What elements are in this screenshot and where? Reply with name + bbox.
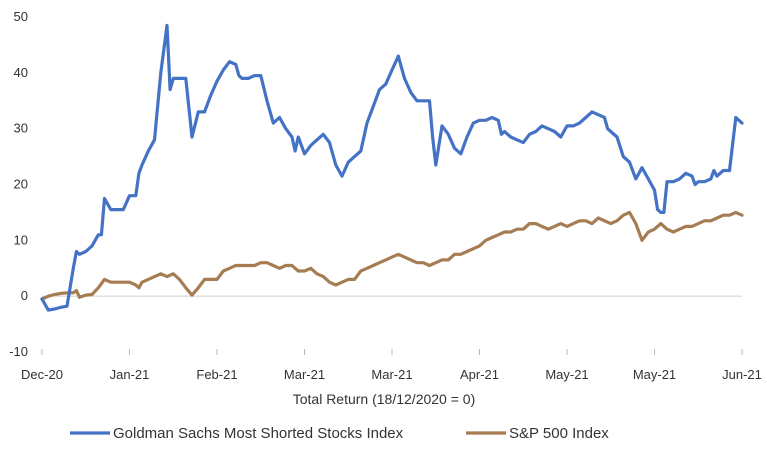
x-tick-label: Mar-21 xyxy=(284,367,325,382)
x-tick-label: May-21 xyxy=(633,367,676,382)
y-tick-label: -10 xyxy=(9,344,28,359)
legend-label-0: Goldman Sachs Most Shorted Stocks Index xyxy=(113,425,404,442)
y-tick-label: 40 xyxy=(14,65,28,80)
series-line-1 xyxy=(40,210,744,301)
y-tick-label: 20 xyxy=(14,177,28,192)
x-tick-label: Feb-21 xyxy=(196,367,237,382)
x-axis-title: Total Return (18/12/2020 = 0) xyxy=(293,391,476,407)
x-tick-label: Dec-20 xyxy=(21,367,63,382)
y-tick-label: 0 xyxy=(21,288,28,303)
x-tick-label: Jan-21 xyxy=(110,367,150,382)
x-tick-label: Mar-21 xyxy=(371,367,412,382)
x-tick-label: May-21 xyxy=(545,367,588,382)
y-tick-label: 10 xyxy=(14,232,28,247)
y-tick-label: 50 xyxy=(14,9,28,24)
legend-label-1: S&P 500 Index xyxy=(509,425,609,442)
x-tick-label: Jun-21 xyxy=(722,367,762,382)
x-tick-label: Apr-21 xyxy=(460,367,499,382)
y-tick-label: 30 xyxy=(14,121,28,136)
series-line-0 xyxy=(40,23,744,312)
